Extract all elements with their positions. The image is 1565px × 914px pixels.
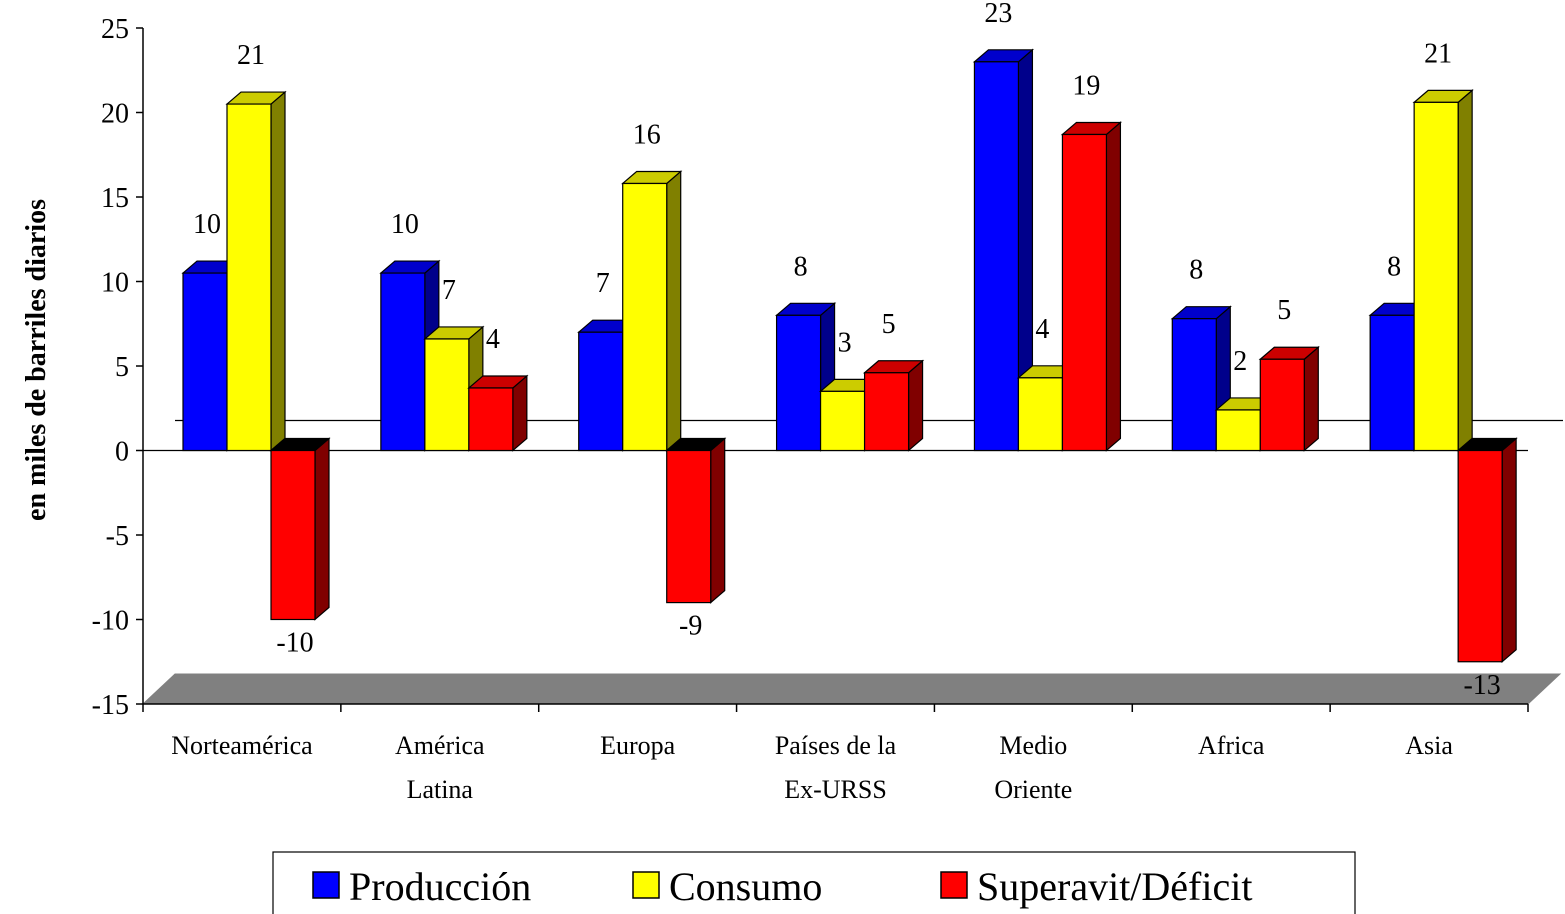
data-label: 4 [1035,314,1049,345]
legend-label: Consumo [669,864,822,909]
data-label: -9 [679,611,702,642]
data-label: 23 [984,0,1012,29]
y-tick-label: 15 [101,183,129,214]
bar-consumo-2 [621,170,683,452]
data-label: -10 [276,628,313,659]
legend-swatch [632,871,660,899]
y-tick-label: -5 [106,521,129,552]
y-axis-title: en miles de barriles diarios [21,199,52,521]
data-label: 21 [1424,38,1452,69]
bar-superavit-d-ficit-0 [269,437,331,621]
legend-label: Superavit/Déficit [977,864,1252,909]
data-label: 8 [1387,251,1401,282]
y-tick-label: 25 [101,14,129,45]
floor-plane [141,673,1562,705]
y-tick-label: 5 [115,352,129,383]
data-label: 10 [193,209,221,240]
bar-consumo-6 [1412,89,1474,452]
x-tick-label: Asia [1405,731,1453,760]
data-label: 10 [391,209,419,240]
data-label: 7 [596,268,610,299]
data-label: 8 [794,251,808,282]
bar-superavit-d-ficit-2 [665,437,727,604]
legend: Producción Consumo Superavit/Déficit [272,851,1356,914]
y-tick-label: 0 [115,437,129,468]
data-labels: 10 10 7 8 23 8 8 21 7 16 3 4 2 21 -10 4 -9 5 19 5 -13 [193,0,1501,701]
x-tick-label: Países de la Ex-URSS [775,731,897,804]
bar-superavit-d-ficit-3 [862,359,925,452]
data-label: -13 [1463,670,1500,701]
data-label: 19 [1072,70,1100,101]
legend-label: Producción [349,864,531,909]
bar-superavit-d-ficit-4 [1060,121,1123,452]
y-tick-label: -15 [92,690,129,721]
bar-superavit-d-ficit-1 [467,374,529,452]
x-tick-label: Africa [1198,731,1265,760]
x-tick-label: Norteamérica [171,731,313,760]
x-tick-label: Medio Oriente [994,731,1072,804]
bar-consumo-0 [225,90,287,452]
data-label: 5 [1277,295,1291,326]
bar-superavit-d-ficit-6 [1456,437,1518,664]
data-label: 4 [486,324,500,355]
x-tick-label: Europa [600,731,676,760]
legend-box [272,851,1356,914]
data-label: 7 [442,275,456,306]
data-label: 2 [1233,346,1247,377]
bar-superavit-d-ficit-5 [1258,345,1320,452]
y-tick-label: 20 [101,99,129,130]
legend-swatch [312,871,340,899]
y-tick-label: 10 [101,268,129,299]
bar-producci-n-4 [972,48,1035,452]
chart-floor [141,673,1562,705]
data-label: 3 [838,327,852,358]
data-label: 8 [1189,255,1203,286]
x-tick-label: América Latina [395,731,485,804]
data-label: 16 [633,119,661,150]
legend-swatch [940,871,968,899]
data-label: 21 [237,40,265,71]
data-label: 5 [882,309,896,340]
chart-bars [181,48,1518,664]
y-tick-label: -10 [92,606,129,637]
